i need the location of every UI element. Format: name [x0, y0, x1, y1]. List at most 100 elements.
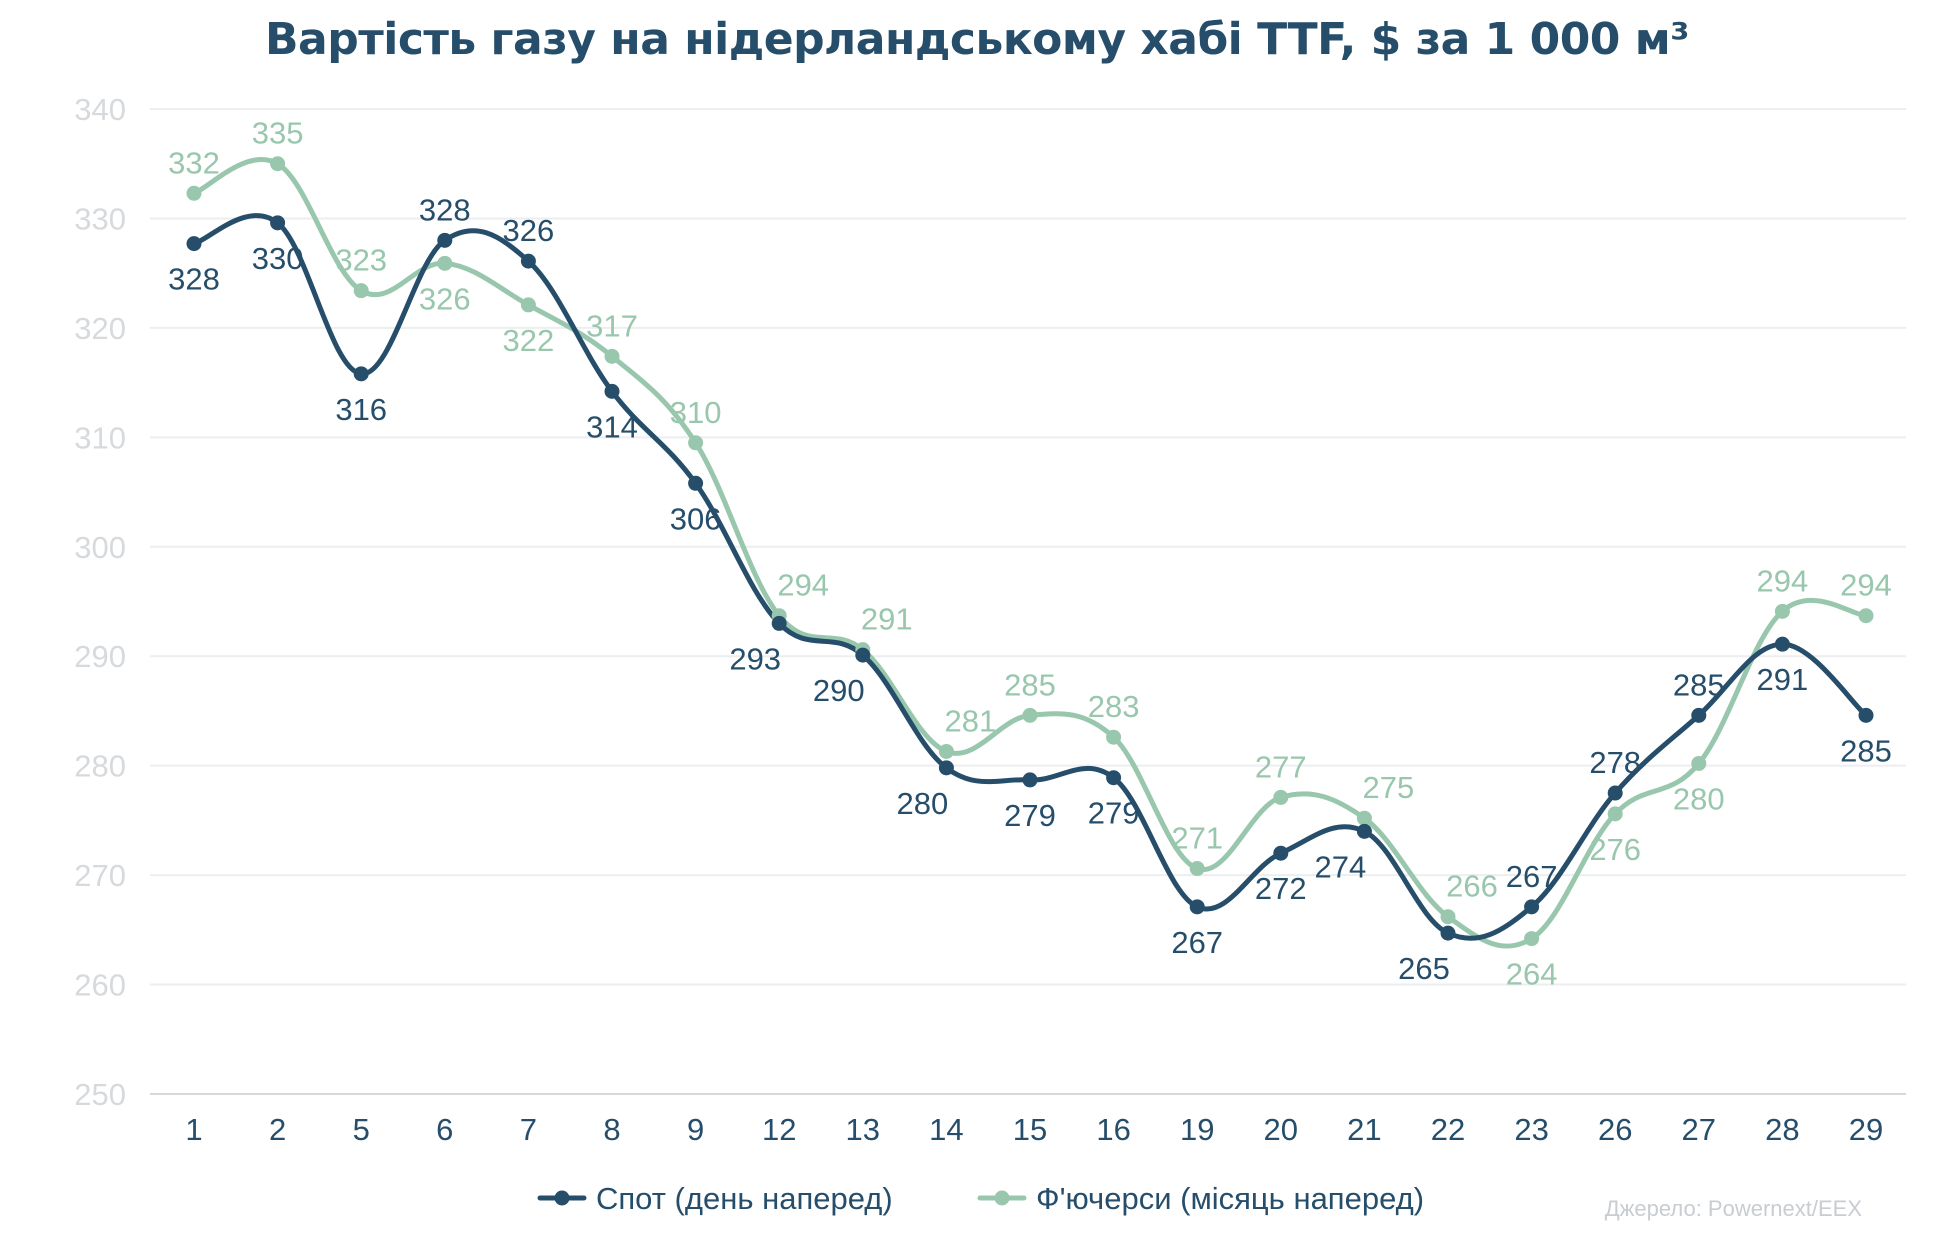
futures-data-point: [1691, 755, 1707, 771]
series-points: [186, 156, 1874, 947]
futures-data-point: [1440, 909, 1456, 925]
y-tick-label: 280: [74, 749, 126, 784]
futures-data-label: 275: [1363, 770, 1415, 805]
spot-data-label: 279: [1004, 798, 1056, 833]
futures-data-point: [270, 156, 286, 172]
x-tick-label: 14: [929, 1112, 963, 1147]
futures-data-point: [1273, 789, 1289, 805]
futures-data-point: [1022, 707, 1038, 723]
y-tick-label: 290: [74, 639, 126, 674]
futures-data-label: 281: [945, 703, 997, 738]
legend-futures-label: Ф'ючерси (місяць наперед): [1036, 1181, 1424, 1216]
futures-data-label: 310: [670, 395, 722, 430]
spot-data-label: 280: [897, 786, 949, 821]
spot-data-label: 306: [670, 501, 722, 536]
futures-data-label: 277: [1255, 749, 1307, 784]
spot-data-point: [1106, 770, 1122, 786]
x-tick-label: 23: [1514, 1112, 1548, 1147]
futures-data-point: [353, 283, 369, 299]
spot-data-label: 267: [1506, 859, 1558, 894]
spot-data-label: 290: [813, 673, 865, 708]
futures-data-point: [1356, 810, 1372, 826]
spot-data-label: 267: [1171, 925, 1223, 960]
x-tick-label: 5: [353, 1112, 370, 1147]
y-tick-label: 300: [74, 530, 126, 565]
y-tick-label: 270: [74, 858, 126, 893]
spot-data-label: 328: [419, 192, 471, 227]
x-tick-label: 21: [1347, 1112, 1381, 1147]
x-tick-label: 12: [762, 1112, 796, 1147]
futures-data-point: [604, 348, 620, 364]
y-tick-label: 250: [74, 1077, 126, 1112]
futures-data-label: 266: [1446, 869, 1498, 904]
x-tick-label: 26: [1598, 1112, 1632, 1147]
x-tick-label: 16: [1096, 1112, 1130, 1147]
spot-data-point: [688, 475, 704, 491]
futures-data-label: 280: [1673, 781, 1725, 816]
spot-data-point: [1356, 823, 1372, 839]
futures-data-label: 294: [1840, 568, 1892, 603]
x-tick-label: 28: [1765, 1112, 1799, 1147]
spot-data-point: [1858, 707, 1874, 723]
x-tick-label: 29: [1849, 1112, 1883, 1147]
futures-data-point: [938, 743, 954, 759]
y-tick-label: 330: [74, 201, 126, 236]
spot-data-point: [1189, 899, 1205, 915]
futures-data-label: 323: [335, 243, 387, 278]
futures-data-label: 283: [1088, 689, 1140, 724]
x-tick-label: 8: [603, 1112, 620, 1147]
chart-title: Вартість газу на нідерландському хабі TT…: [265, 14, 1689, 65]
futures-data-point: [1524, 931, 1540, 947]
y-tick-label: 260: [74, 968, 126, 1003]
spot-data-label: 272: [1255, 871, 1307, 906]
spot-data-label: 293: [729, 641, 781, 676]
spot-data-point: [1022, 772, 1038, 788]
y-axis-ticks: 250 260 270 280 290 300 310 320 330 340: [74, 92, 126, 1112]
spot-data-point: [353, 366, 369, 382]
y-tick-label: 320: [74, 311, 126, 346]
spot-data-label: 278: [1589, 745, 1641, 780]
spot-data-label: 326: [503, 213, 555, 248]
legend-marker: [554, 1190, 570, 1206]
futures-data-label: 326: [419, 281, 471, 316]
legend-spot-label: Спот (день наперед): [596, 1181, 893, 1216]
legend-marker: [994, 1190, 1010, 1206]
futures-data-label: 332: [168, 145, 220, 180]
gridlines: [150, 108, 1906, 1095]
x-tick-label: 15: [1013, 1112, 1047, 1147]
spot-data-point: [186, 236, 202, 252]
futures-data-point: [1106, 729, 1122, 745]
futures-data-point: [520, 297, 536, 313]
x-tick-label: 20: [1264, 1112, 1298, 1147]
y-tick-label: 340: [74, 92, 126, 127]
spot-data-point: [437, 232, 453, 248]
spot-data-point: [520, 253, 536, 269]
spot-data-point: [604, 383, 620, 399]
futures-data-label: 317: [586, 308, 638, 343]
x-tick-label: 13: [846, 1112, 880, 1147]
futures-data-label: 294: [777, 568, 829, 603]
futures-data-label: 291: [861, 602, 913, 637]
futures-data-label: 335: [252, 116, 304, 151]
spot-data-point: [1691, 707, 1707, 723]
futures-data-point: [186, 185, 202, 201]
futures-data-point: [1189, 861, 1205, 877]
futures-data-label: 264: [1506, 957, 1558, 992]
legend: Спот (день наперед) Ф'ючерси (місяць напе…: [537, 1181, 1424, 1216]
spot-data-point: [1774, 636, 1790, 652]
spot-data-point: [1524, 899, 1540, 915]
spot-data-point: [1607, 785, 1623, 801]
spot-data-point: [270, 215, 286, 231]
futures-data-point: [688, 435, 704, 451]
x-axis-ticks: 1 2 5 6 7 8 9 12 13 14 15 16 19 20 21 22 23 26 27 28 29: [185, 1112, 1883, 1147]
futures-data-label: 285: [1004, 667, 1056, 702]
source-note: Джерело: Powernext/EEX: [1604, 1196, 1862, 1221]
spot-data-label: 316: [335, 392, 387, 427]
futures-data-point: [1607, 806, 1623, 822]
x-tick-label: 6: [436, 1112, 453, 1147]
futures-data-point: [1858, 608, 1874, 624]
spot-data-label: 291: [1757, 662, 1809, 697]
x-tick-label: 19: [1180, 1112, 1214, 1147]
futures-data-label: 322: [503, 323, 555, 358]
